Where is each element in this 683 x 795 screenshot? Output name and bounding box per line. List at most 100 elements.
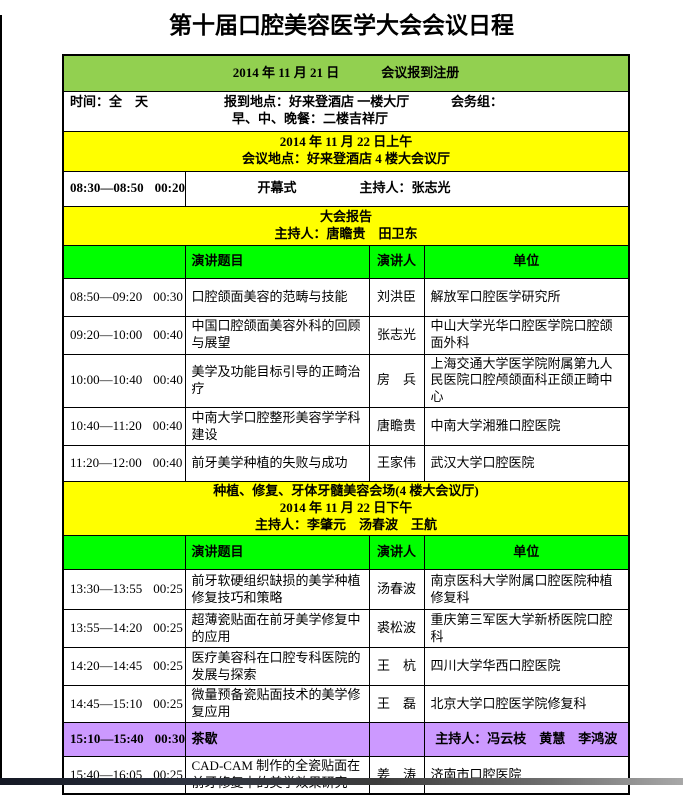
registration-label: 会议报到注册 [381,64,460,80]
tea-break-row: 15:10—15:40 00:30 茶歇 主持人：冯云枝 黄慧 李鸿波 [62,721,630,757]
schedule-row: 08:50—09:20 00:30 口腔颌面美容的范畴与技能 刘洪臣 解放军口腔医… [62,277,630,317]
time-range: 13:55—14:20 [70,620,143,636]
afternoon-session: 种植、修复、牙体牙髓美容会场(4 楼大会议厅) [213,483,479,499]
morning-location: 会议地点：好来登酒店 4 楼大会议厅 [241,151,450,166]
speaker-cell: 王 磊 [368,685,425,723]
organizer-label: 会务组： [451,94,504,110]
registration-info-line1: 时间：全 天 报到地点：好来登酒店 一楼大厅 会务组： [70,94,622,111]
time-range: 08:50—09:20 [70,288,143,304]
time-cell: 14:20—14:45 00:25 [62,647,186,687]
org-cell: 四川大学华西口腔医院 [423,647,630,687]
time-cell: 09:20—10:00 00:40 [62,315,186,355]
duration: 00:25 [153,658,183,674]
page-title: 第十届口腔美容医学大会会议日程 [169,12,514,38]
afternoon-banner-cell: 种植、修复、牙体牙髓美容会场(4 楼大会议厅) 2014 年 11 月 22 日… [62,481,630,537]
schedule-table: 2014 年 11 月 21 日 会议报到注册 时间：全 天 报到地点：好来登酒店… [62,54,630,795]
time-range: 11:20—12:00 [70,455,142,471]
speaker-cell [368,721,425,757]
time-cell: 14:45—15:10 00:25 [62,685,186,723]
column-header-row: 演讲题目 演讲人 单位 [62,244,630,279]
duration: 00:40 [153,326,183,342]
org-header: 单位 [423,244,630,279]
time-range: 10:40—11:20 [70,418,142,434]
org-cell: 上海交通大学医学院附属第九人民医院口腔颅颌面科正颌正畸中心 [423,353,630,409]
time-range: 14:20—14:45 [70,658,143,674]
schedule-row: 10:00—10:40 00:40 美学及功能目标引导的正畸治疗 房 兵 上海交通… [62,353,630,409]
speaker-header: 演讲人 [368,535,425,571]
column-header-row: 演讲题目 演讲人 单位 [62,535,630,571]
topic-cell: 微量预备瓷贴面技术的美学修复应用 [184,685,370,723]
duration: 00:40 [152,455,183,471]
topic-header: 演讲题目 [184,535,370,571]
topic-cell: 前牙美学种植的失败与成功 [184,445,370,483]
speaker-cell: 汤春波 [368,569,425,611]
duration: 00:30 [153,288,183,304]
time-cell: 10:00—10:40 00:40 [62,353,186,409]
meals-location: 早、中、晚餐：二楼吉祥厅 [232,111,389,126]
schedule-row: 11:20—12:00 00:40 前牙美学种植的失败与成功 王家伟 武汉大学口腔… [62,445,630,483]
tea-break-hosts: 主持人：冯云枝 黄慧 李鸿波 [423,721,630,757]
schedule-row: 13:55—14:20 00:25 超薄瓷贴面在前牙美学修复中的应用 裘松波 重庆… [62,609,630,649]
time-cell: 15:40—16:05 00:25 [62,755,186,795]
schedule-row: 14:45—15:10 00:25 微量预备瓷贴面技术的美学修复应用 王 磊 北京… [62,685,630,723]
time-range: 15:10—15:40 [70,731,144,746]
topic-header: 演讲题目 [184,244,370,279]
org-header: 单位 [423,535,630,571]
speaker-header: 演讲人 [368,244,425,279]
time-range: 14:45—15:10 [70,695,143,711]
speaker-cell: 张志光 [368,315,425,355]
org-cell: 南京医科大学附属口腔医院种植修复科 [423,569,630,611]
report-title: 大会报告 [319,208,372,224]
empty-header-cell [62,244,186,279]
speaker-cell: 王家伟 [368,445,425,483]
schedule-row: 13:30—13:55 00:25 前牙软硬组织缺损的美学种植修复技巧和策略 汤春… [62,569,630,611]
org-cell: 中山大学光华口腔医学院口腔颌面外科 [423,315,630,355]
opening-host: 主持人：张志光 [359,180,451,196]
duration: 00:40 [152,418,183,434]
schedule-row: 14:20—14:45 00:25 医疗美容科在口腔专科医院的发展与探索 王 杭 … [62,647,630,687]
org-cell: 重庆第三军医大学新桥医院口腔科 [423,609,630,649]
time-cell: 13:30—13:55 00:25 [62,569,186,611]
afternoon-date: 2014 年 11 月 22 日下午 [279,500,413,516]
time-cell: 08:30—08:50 00:20 [62,170,186,207]
duration: 00:25 [153,695,183,711]
report-banner-row: 大会报告 主持人：唐瞻贵 田卫东 [62,205,630,246]
duration: 00:30 [154,731,186,746]
duration: 00:25 [153,581,183,597]
registration-info-cell: 时间：全 天 报到地点：好来登酒店 一楼大厅 会务组： 早、中、晚餐：二楼吉祥厅 [62,90,630,132]
time-cell: 15:10—15:40 00:30 [62,721,186,757]
registration-date: 2014 年 11 月 21 日 [232,64,340,80]
org-cell: 中南大学湘雅口腔医院 [423,407,630,447]
registration-banner-cell: 2014 年 11 月 21 日 会议报到注册 [62,54,630,92]
registration-info-row: 时间：全 天 报到地点：好来登酒店 一楼大厅 会务组： 早、中、晚餐：二楼吉祥厅 [62,90,630,132]
checkin-location: 报到地点：好来登酒店 一楼大厅 [224,94,410,110]
topic-cell: 美学及功能目标引导的正畸治疗 [184,353,370,409]
speaker-cell: 王 杭 [368,647,425,687]
schedule-row: 10:40—11:20 00:40 中南大学口腔整形美容学学科建设 唐瞻贵 中南大… [62,407,630,447]
registration-banner-row: 2014 年 11 月 21 日 会议报到注册 [62,54,630,92]
report-banner-cell: 大会报告 主持人：唐瞻贵 田卫东 [62,205,630,246]
topic-cell: 中国口腔颌面美容外科的回顾与展望 [184,315,370,355]
opening-title: 开幕式 [257,180,297,196]
topic-cell: 口腔颌面美容的范畴与技能 [184,277,370,317]
empty-header-cell [62,535,186,571]
topic-cell: CAD-CAM 制作的全瓷贴面在前牙修复中的美学效果研究 [184,755,370,795]
opening-row: 08:30—08:50 00:20 开幕式 主持人：张志光 [62,170,630,207]
time-cell: 13:55—14:20 00:25 [62,609,186,649]
morning-banner-row: 2014 年 11 月 22 日上午 会议地点：好来登酒店 4 楼大会议厅 [62,130,630,172]
window-bottom-edge [0,778,683,785]
schedule-row: 09:20—10:00 00:40 中国口腔颌面美容外科的回顾与展望 张志光 中山… [62,315,630,355]
topic-cell: 医疗美容科在口腔专科医院的发展与探索 [184,647,370,687]
morning-banner-cell: 2014 年 11 月 22 日上午 会议地点：好来登酒店 4 楼大会议厅 [62,130,630,172]
opening-content-cell: 开幕式 主持人：张志光 [184,170,630,207]
duration: 00:20 [154,180,186,196]
report-hosts: 主持人：唐瞻贵 田卫东 [274,225,418,241]
speaker-cell: 刘洪臣 [368,277,425,317]
time-label: 时间：全 天 [70,94,149,110]
tea-break-label: 茶歇 [184,721,370,757]
time-range: 10:00—10:40 [70,372,143,388]
registration-info-line2: 早、中、晚餐：二楼吉祥厅 [70,111,622,128]
time-range: 09:20—10:00 [70,326,143,342]
speaker-cell: 姜 涛 [368,755,425,795]
